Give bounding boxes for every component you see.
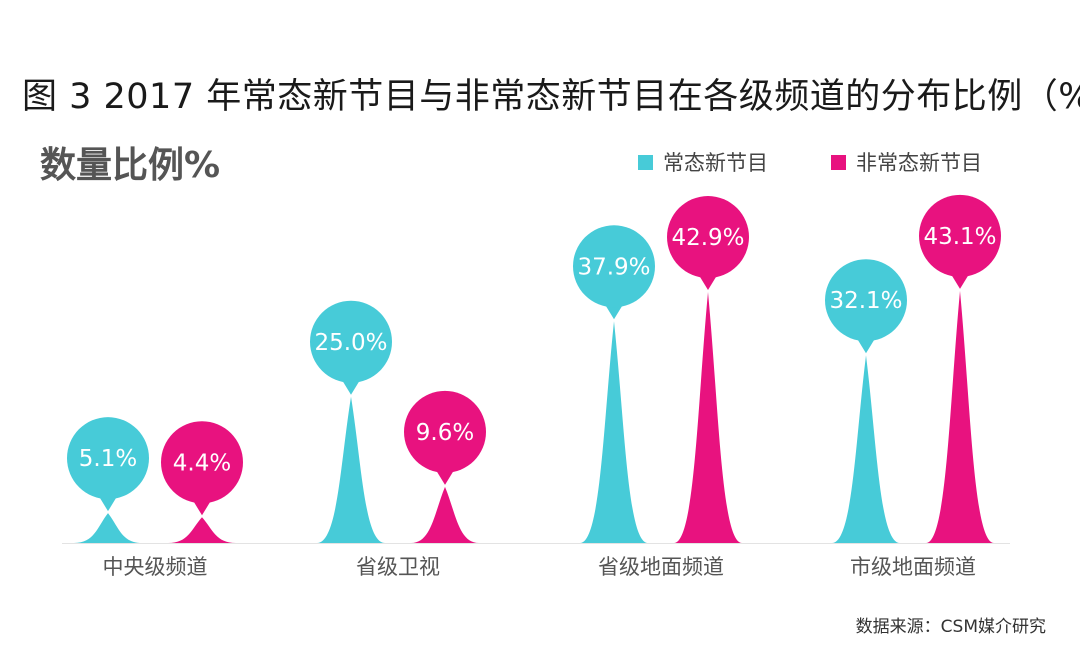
- bubble-special-0: [161, 421, 243, 504]
- bubble-regular-1: [310, 300, 392, 383]
- bubble-regular-0: [67, 417, 149, 500]
- value-label-special-3: 43.1%: [923, 224, 996, 250]
- legend-label-special: 非常态新节目: [856, 151, 982, 175]
- bubble-regular-3: [825, 259, 907, 342]
- category-label-0: 中央级频道: [103, 555, 208, 579]
- peak-regular-1: [317, 396, 385, 543]
- bubble-special-3: [919, 194, 1001, 277]
- legend-label-regular: 常态新节目: [663, 151, 768, 175]
- value-label-regular-1: 25.0%: [314, 330, 387, 356]
- legend-item-regular: 常态新节目: [638, 147, 768, 177]
- bubble-regular-2: [573, 225, 655, 308]
- peak-regular-3: [832, 355, 900, 543]
- category-label-3: 市级地面频道: [850, 555, 976, 579]
- peak-special-1: [411, 486, 479, 543]
- legend-item-special: 非常态新节目: [831, 147, 982, 177]
- value-label-special-1: 9.6%: [416, 420, 474, 446]
- data-source: 数据来源：CSM媒介研究: [855, 617, 1046, 637]
- chart-title: 图 3 2017 年常态新节目与非常态新节目在各级频道的分布比例（%）: [22, 77, 1080, 117]
- value-label-special-2: 42.9%: [671, 225, 744, 251]
- bubble-special-1: [404, 390, 486, 473]
- legend-swatch-special: [831, 154, 846, 170]
- peak-special-3: [926, 290, 994, 543]
- legend-swatch-regular: [638, 154, 653, 170]
- value-label-regular-0: 5.1%: [79, 446, 137, 472]
- value-label-regular-2: 37.9%: [577, 254, 650, 280]
- value-label-regular-3: 32.1%: [829, 288, 902, 314]
- peak-special-0: [168, 517, 236, 543]
- category-label-2: 省级地面频道: [598, 555, 724, 579]
- chart-subtitle: 数量比例%: [40, 145, 221, 186]
- peak-regular-2: [580, 321, 648, 543]
- peak-special-2: [674, 292, 742, 543]
- peak-regular-0: [74, 513, 142, 543]
- bubble-special-2: [667, 196, 749, 279]
- value-label-special-0: 4.4%: [173, 450, 231, 476]
- category-label-1: 省级卫视: [356, 555, 440, 579]
